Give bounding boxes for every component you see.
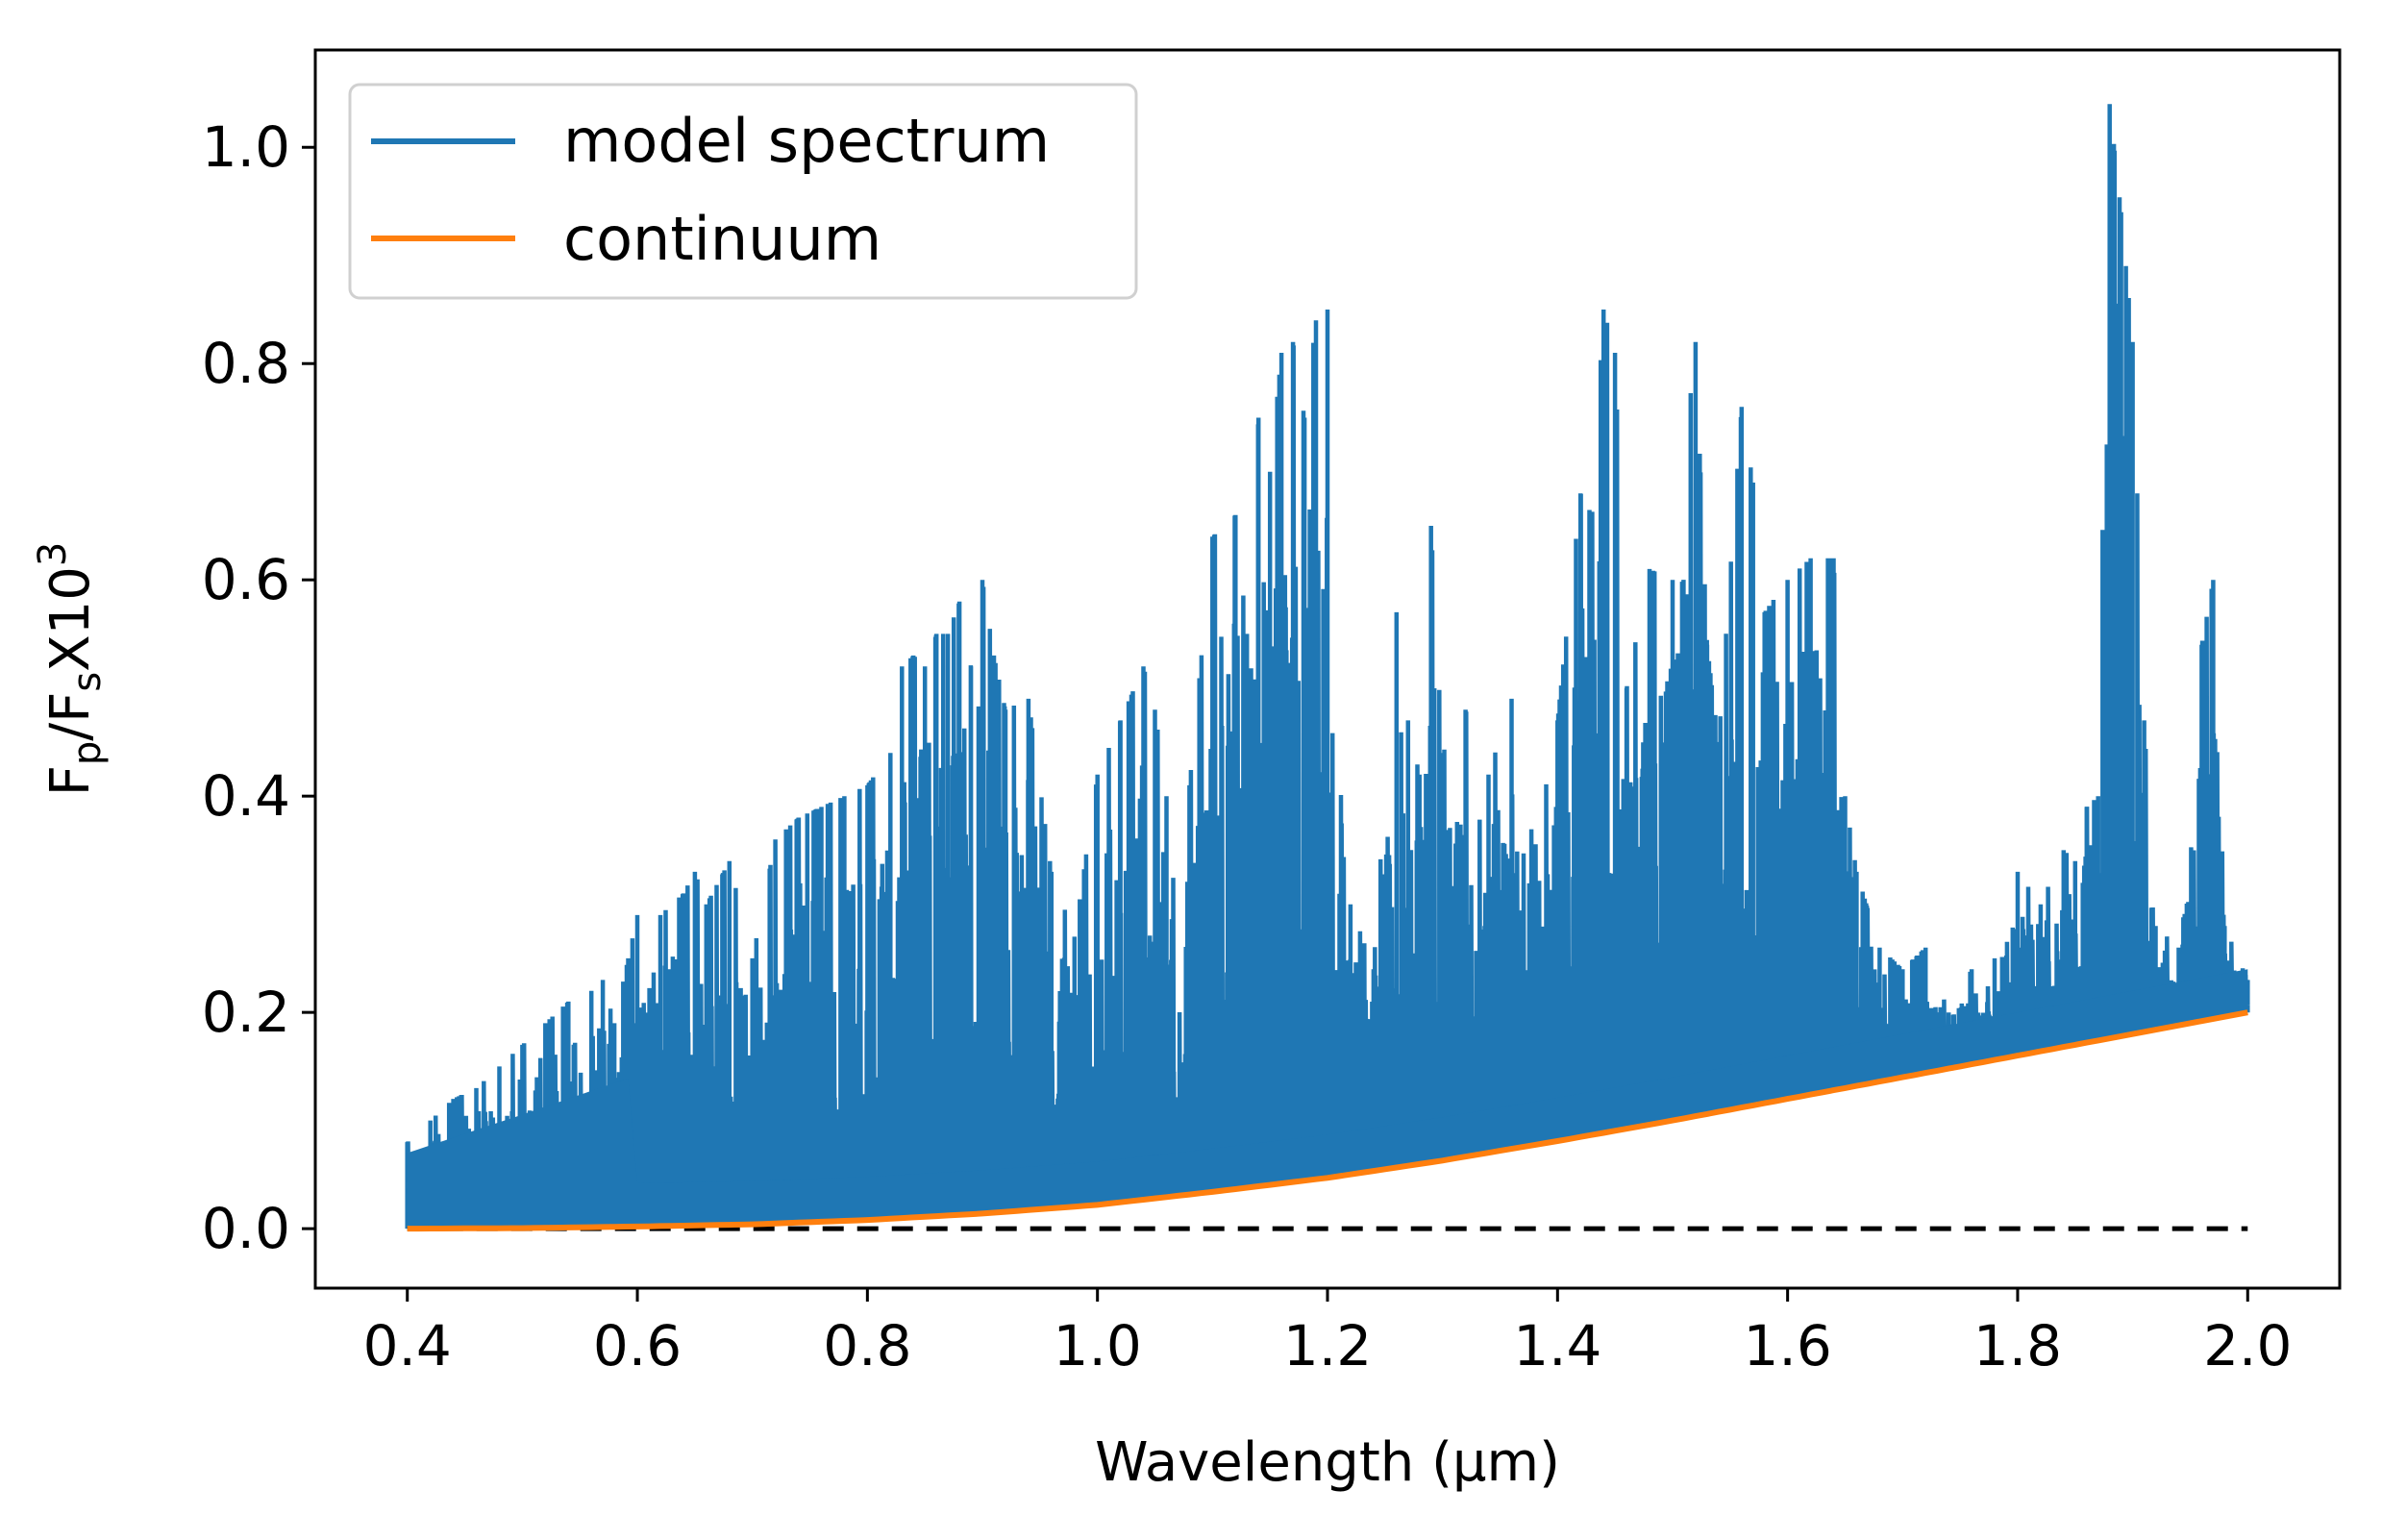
y-label-sup: 3 <box>31 542 75 566</box>
y-tick-label: 0.4 <box>202 763 290 829</box>
x-tick-label: 1.6 <box>1744 1313 1832 1379</box>
y-axis: 0.0 0.2 0.4 0.6 0.8 1.0 <box>202 114 315 1261</box>
legend-continuum-label: continuum <box>563 204 881 274</box>
x-tick-label: 1.0 <box>1054 1313 1142 1379</box>
y-axis-label: Fp/FsX103 <box>31 542 110 797</box>
x-axis-label: Wavelength (μm) <box>1095 1431 1560 1494</box>
x-axis: 0.4 0.6 0.8 1.0 1.2 1.4 1.6 1.8 2.0 <box>363 1288 2292 1379</box>
legend: model spectrum continuum <box>348 83 1138 300</box>
x-tick-label: 1.4 <box>1513 1313 1601 1379</box>
legend-box <box>348 83 1138 300</box>
legend-model-label: model spectrum <box>563 106 1050 176</box>
y-label-slash: /F <box>39 692 102 741</box>
y-tick-label: 1.0 <box>202 114 290 180</box>
y-label-mult: X10 <box>39 566 102 672</box>
y-label-sub2: s <box>65 672 110 692</box>
x-tick-label: 2.0 <box>2203 1313 2292 1379</box>
series-layer <box>405 104 2250 1232</box>
x-tick-label: 1.8 <box>1973 1313 2062 1379</box>
x-tick-label: 0.8 <box>823 1313 911 1379</box>
y-tick-label: 0.2 <box>202 980 290 1045</box>
y-label-base: F <box>39 765 102 796</box>
continuum-line <box>407 1009 2248 1232</box>
y-label-sub1: p <box>65 741 110 765</box>
x-tick-label: 0.6 <box>593 1313 682 1379</box>
y-tick-label: 0.8 <box>202 331 290 396</box>
y-tick-label: 0.0 <box>202 1196 290 1261</box>
x-tick-label: 1.2 <box>1283 1313 1372 1379</box>
y-tick-label: 0.6 <box>202 547 290 612</box>
x-tick-label: 0.4 <box>363 1313 452 1379</box>
